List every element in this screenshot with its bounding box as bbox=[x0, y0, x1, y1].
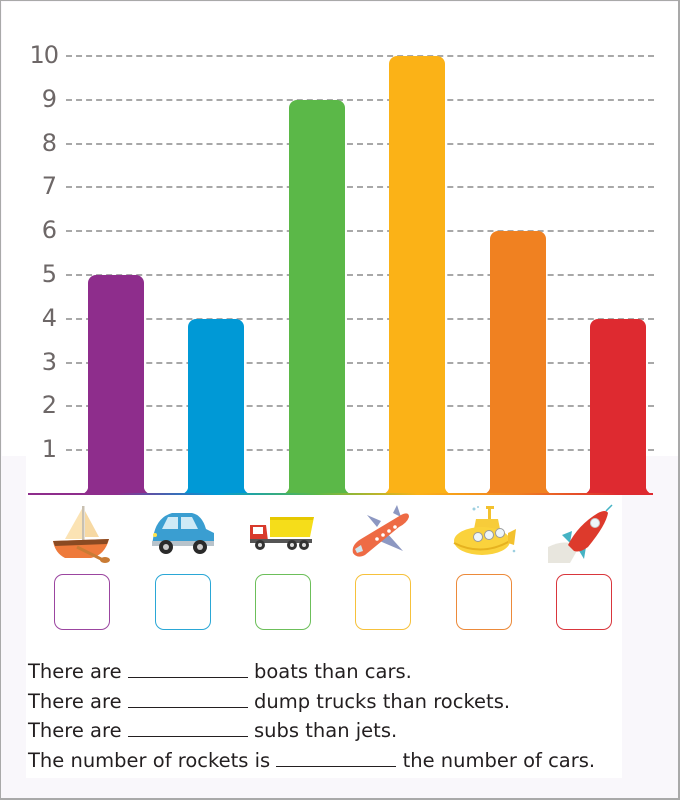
bar-sub bbox=[481, 231, 554, 494]
y-axis-label: 7 bbox=[41, 172, 57, 201]
car-icon bbox=[148, 503, 218, 563]
gridline bbox=[66, 55, 654, 57]
fill-in-sentences: There are boats than cars. There are dum… bbox=[28, 657, 595, 775]
y-axis-label: 10 bbox=[29, 41, 59, 69]
answer-box-boat[interactable] bbox=[54, 574, 110, 630]
y-axis-label: 2 bbox=[41, 391, 57, 420]
answer-blank[interactable] bbox=[276, 748, 397, 767]
y-axis-label: 8 bbox=[41, 128, 57, 157]
y-axis-label: 5 bbox=[41, 260, 57, 288]
answer-blank[interactable] bbox=[127, 659, 248, 678]
bar-boat bbox=[80, 275, 152, 494]
sailboat-icon bbox=[47, 503, 117, 563]
gridline bbox=[66, 230, 654, 233]
answer-box-sub[interactable] bbox=[456, 574, 512, 630]
answer-blank[interactable] bbox=[127, 689, 248, 708]
y-axis-label: 9 bbox=[41, 84, 57, 113]
answer-box-car[interactable] bbox=[155, 574, 211, 630]
gridline bbox=[66, 361, 654, 364]
sentence-2: There are dump trucks than rockets. bbox=[28, 689, 511, 713]
bar-rocket bbox=[582, 318, 654, 495]
worksheet-background bbox=[26, 456, 622, 778]
gridline bbox=[66, 317, 654, 320]
sentence-3: There are subs than jets. bbox=[28, 718, 398, 742]
bar-car bbox=[180, 318, 253, 495]
dump-truck-icon bbox=[248, 503, 318, 563]
x-axis-baseline bbox=[28, 493, 653, 495]
gridline bbox=[66, 186, 654, 189]
gridline bbox=[66, 405, 654, 408]
answer-box-dump-truck[interactable] bbox=[255, 574, 311, 630]
y-axis-label: 4 bbox=[41, 303, 57, 332]
y-axis-label: 3 bbox=[41, 347, 57, 376]
bar-dump-truck bbox=[280, 99, 353, 495]
rocket-icon bbox=[548, 503, 618, 563]
bar-jet bbox=[381, 56, 454, 494]
airplane-icon bbox=[347, 503, 417, 563]
y-axis-label: 1 bbox=[41, 435, 57, 464]
answer-box-jet[interactable] bbox=[355, 574, 411, 630]
submarine-icon bbox=[448, 503, 518, 563]
gridline bbox=[66, 98, 654, 101]
answer-box-rocket[interactable] bbox=[556, 574, 612, 630]
gridline bbox=[66, 142, 654, 145]
gridline bbox=[66, 274, 654, 276]
gridline bbox=[66, 449, 654, 452]
sentence-1: There are boats than cars. bbox=[28, 659, 412, 683]
y-axis-label: 6 bbox=[41, 216, 57, 245]
answer-blank[interactable] bbox=[127, 718, 248, 737]
sentence-4: The number of rockets is the number of c… bbox=[28, 748, 596, 772]
